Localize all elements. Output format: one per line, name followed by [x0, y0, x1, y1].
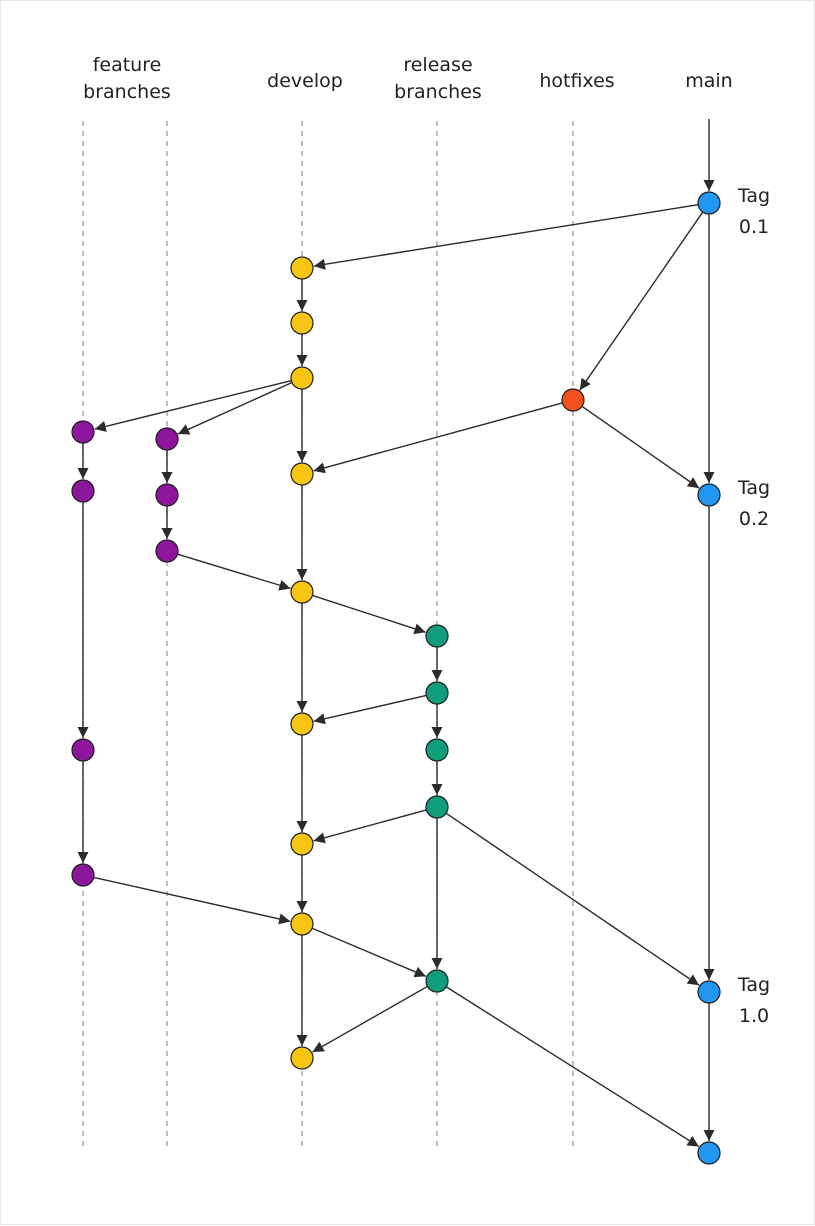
lane-label-main: main [685, 70, 732, 92]
commit-node-fb1 [155, 427, 179, 451]
edge-fb3-to-d5 [177, 553, 291, 591]
edge-r4-to-d7 [313, 809, 427, 844]
lane-label-develop: develop [267, 70, 343, 92]
commit-node-r1 [425, 624, 449, 648]
edge-r4-to-m3 [445, 812, 700, 986]
tag-label-m1: Tag 0.1 [737, 185, 770, 238]
tag-label-m2: Tag 0.2 [737, 477, 770, 530]
commit-node-r4 [425, 795, 449, 819]
lane-label-feature-branches-1: feature branches [83, 54, 171, 103]
edge-d3-to-fb1 [177, 381, 293, 435]
commit-node-d4 [290, 462, 314, 486]
commit-node-d8 [290, 912, 314, 936]
commit-node-m3 [697, 980, 721, 1004]
edge-d5-to-r1 [312, 594, 426, 635]
commit-node-d6 [290, 712, 314, 736]
edge-m1-to-h1 [579, 211, 704, 391]
edge-r2-to-d6 [313, 694, 427, 725]
commit-node-fa1 [71, 420, 95, 444]
commit-node-fb2 [155, 483, 179, 507]
commit-node-d5 [290, 580, 314, 604]
commit-node-fa3 [71, 738, 95, 762]
tag-label-m3: Tag 1.0 [737, 974, 770, 1027]
commit-node-m1 [697, 191, 721, 215]
commit-node-d1 [290, 256, 314, 280]
edge-fa4-to-d8 [93, 876, 291, 925]
commit-node-fa4 [71, 863, 95, 887]
commit-node-r3 [425, 738, 449, 762]
edge-h1-to-d4 [313, 402, 563, 474]
commit-node-r5 [425, 969, 449, 993]
commit-node-fb3 [155, 539, 179, 563]
edge-m1-to-d1 [313, 204, 699, 270]
lane-label-release-branches: release branches [394, 54, 482, 103]
lane-label-hotfixes: hotfixes [539, 70, 614, 92]
commit-node-d7 [290, 832, 314, 856]
commit-node-fa2 [71, 479, 95, 503]
edge-d3-to-fa1 [94, 379, 292, 432]
commit-node-d3 [290, 366, 314, 390]
commit-node-d2 [290, 311, 314, 335]
edge-d8-to-r5 [311, 927, 427, 978]
commit-node-m4 [697, 1141, 721, 1165]
commit-node-d9 [290, 1046, 314, 1070]
edge-h1-to-m2 [581, 405, 700, 489]
commit-node-h1 [561, 388, 585, 412]
edge-r5-to-m4 [445, 986, 700, 1148]
edge-r5-to-d9 [312, 985, 428, 1053]
commit-node-r2 [425, 681, 449, 705]
commit-node-m2 [697, 483, 721, 507]
